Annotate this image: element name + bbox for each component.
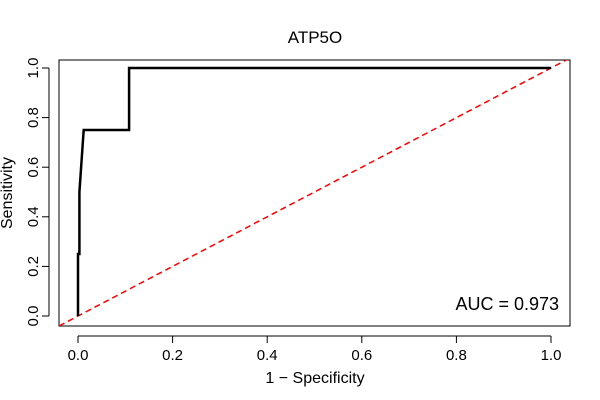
y-tick-label: 0.6 xyxy=(25,157,42,178)
series-layer xyxy=(59,60,568,326)
plot-border xyxy=(58,59,571,327)
y-tick-label: 0.8 xyxy=(25,107,42,128)
y-tick-label: 1.0 xyxy=(25,58,42,79)
y-tick-label: 0.0 xyxy=(25,306,42,327)
x-tick-label: 0.6 xyxy=(351,347,372,364)
plot-area: AUC = 0.973 xyxy=(58,59,571,327)
x-tick-label: 1.0 xyxy=(541,347,562,364)
x-tick-label: 0.2 xyxy=(162,347,183,364)
y-tick-label: 0.2 xyxy=(25,256,42,277)
x-tick-label: 0.8 xyxy=(446,347,467,364)
auc-annotation: AUC = 0.973 xyxy=(455,294,559,314)
x-tick-label: 0.0 xyxy=(68,347,89,364)
y-tick-label: 0.4 xyxy=(25,206,42,227)
roc-curve-line xyxy=(76,66,551,316)
x-tick-label: 0.4 xyxy=(257,347,278,364)
x-axis: 0.0 0.2 0.4 0.6 0.8 1.0 xyxy=(68,335,562,364)
y-axis-label: Sensitivity xyxy=(0,157,16,229)
chart-title: ATP5O xyxy=(288,28,342,47)
y-axis: 0.0 0.2 0.4 0.6 0.8 1.0 xyxy=(25,58,50,327)
x-axis-label: 1 − Specificity xyxy=(265,370,364,387)
reference-diagonal-line xyxy=(59,60,568,326)
